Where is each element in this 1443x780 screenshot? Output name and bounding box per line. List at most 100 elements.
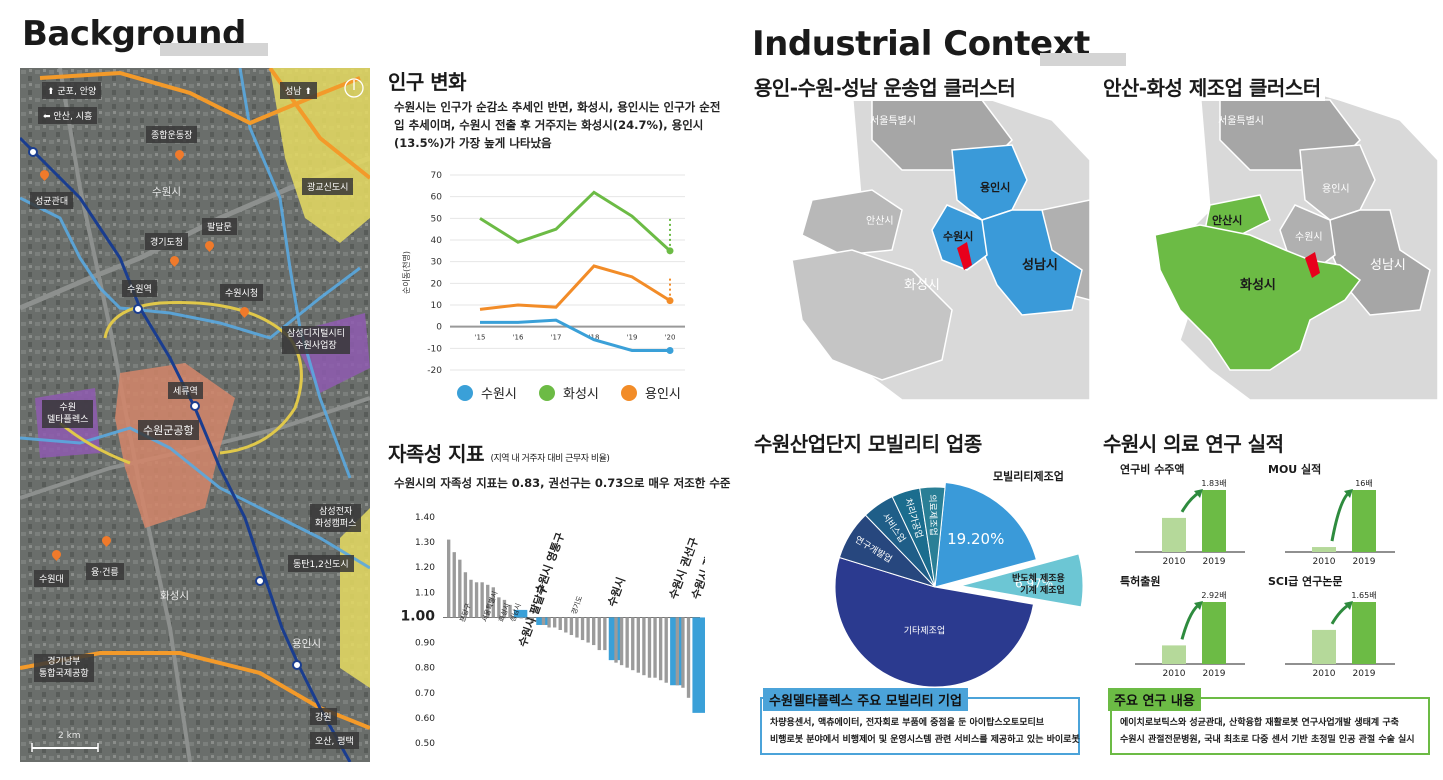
cluster-map-transport [752,70,1090,400]
bar [625,617,629,668]
med-bar-2019 [1352,602,1376,664]
y-tick-label: -10 [427,344,442,354]
legend-swatch [457,385,473,401]
cluster2-suwon: 수원시 [1295,232,1323,243]
bar [474,582,479,618]
pie-slice-label: 기타제조업 [904,626,945,637]
map-label-yonggeon: 융·건릉 [86,563,124,580]
pie-slice [960,553,1084,608]
map-label-skku: 성균관대 [30,192,74,209]
bar [614,617,618,663]
bar [452,552,456,618]
bar [653,617,657,678]
bar [636,617,640,673]
bar [530,617,535,623]
map-label-dongtan: 동탄1,2신도시 [288,555,354,572]
bar-label: 수원시 영통구 [532,530,567,595]
med-bar-2019 [1202,490,1226,552]
legend-swatch [621,385,637,401]
map-label-osan: 오산, 평택 [310,732,359,749]
growth-arrowhead-icon [1194,489,1203,498]
y-tick-label: 0.80 [415,664,435,674]
cluster1-ansan: 안산시 [866,216,894,227]
med-annotation: 1.65배 [1351,591,1376,600]
bar [597,617,601,651]
x-tick-label: '19 [627,334,638,342]
background-title-bar [160,43,268,56]
map-label-seongnam: 성남 ⬆ [280,82,317,99]
bar [580,617,585,641]
y-tick-label: 1.30 [415,538,435,548]
label-patent: 특허출원 [1120,575,1161,588]
bar [491,587,495,618]
cluster2-hwaseong: 화성시 [1240,278,1276,293]
bar [569,617,574,636]
population-line-chart: -20 -10 0 10 20 30 40 50 60 70 '15 '16 '17 '18 '19 '20 순… [401,171,685,402]
x-tick-label: '15 [475,334,486,342]
map-text-suwon: 수원시 [152,186,181,198]
growth-arrow-icon [1180,490,1201,513]
map-scale-label: 2 km [58,731,81,741]
bar [631,617,635,671]
x-tick-label: '20 [665,334,676,342]
series-end-point [666,247,674,255]
growth-arrow-icon [1330,602,1351,625]
selfsuff-subtitle: (지역 내 거주자 대비 근무자 비율) [490,454,610,464]
map-text-hwaseong: 화성시 [160,590,189,602]
bar [502,599,507,618]
map-text-yongin: 용인시 [292,638,321,650]
map-label-ansan: ⬅ 안산, 시흥 [38,107,98,124]
industrial-title-bar [1040,53,1126,66]
cluster1-seongnam: 성남시 [1022,258,1058,273]
delta-line-1: 차량용센서, 액츄에이터, 전자회로 부품에 중점을 둔 아이탑스오토모티브 [770,718,1045,728]
medical-title: 수원시 의료 연구 실적 [1103,432,1284,456]
pie-label-semiconductor: 반도체 제조용 기계 제조업 [1012,574,1065,596]
map-label-suwon-univ: 수원대 [34,570,69,587]
bar-label: 수원시 [604,575,628,608]
industrial-title: Industrial Context [752,24,1090,64]
research-box-title: 주요 연구 내용 [1108,688,1201,711]
pie-value-label: 19.20% [947,530,1004,548]
legend-swatch [539,385,555,401]
y-tick-label: 40 [431,236,443,246]
y-tick-label: 30 [431,258,443,268]
y-tick-label: 20 [431,279,443,289]
cluster1-hwaseong: 화성시 [904,278,940,293]
map-label-stadium: 종합운동장 [146,126,198,143]
legend-label: 수원시 [481,387,517,402]
y-tick-label: 50 [431,214,443,224]
research-line-1: 에이치로보틱스와 성균관대, 산학융합 재활로봇 연구사업개발 생태계 구축 [1120,718,1399,728]
y-tick-label: 1.40 [415,513,435,523]
legend-label: 용인시 [645,387,681,402]
y-tick-label: 0.60 [415,714,435,724]
research-box: 에이치로보틱스와 성균관대, 산학융합 재활로봇 연구사업개발 생태계 구축 수… [1110,697,1430,755]
pie-slice-label: 의료제조업 [927,494,939,536]
series-end-point [666,297,674,305]
delta-box-title: 수원델타플렉스 주요 모빌리티 기업 [763,688,968,711]
y-tick-label: 1.00 [400,608,435,624]
med-bar-2010 [1162,517,1186,552]
bar-label: 경기도 [569,594,584,616]
growth-arrowhead-icon [1344,489,1353,498]
med-x-label: 2019 [1353,557,1376,567]
cluster1-suwon: 수원시 [943,230,974,243]
map-label-seryu: 세류역 [168,382,203,399]
x-tick-label: '17 [551,334,562,342]
bar [552,617,557,628]
series-line-1 [479,190,672,252]
label-mou: MOU 실적 [1268,463,1322,476]
med-x-label: 2010 [1313,557,1336,567]
bar [592,617,596,646]
label-research-fund: 연구비 수주액 [1120,463,1185,476]
y-tick-label: 0.90 [415,639,435,649]
bar [541,617,546,625]
med-bar-2010 [1312,629,1336,664]
bar [447,539,451,618]
selfsuff-desc: 수원시의 자족성 지표는 0.83, 권선구는 0.73으로 매우 저조한 수준 [394,476,731,490]
map-label-suwon-station: 수원역 [122,280,157,297]
growth-arrow-icon [1180,602,1201,640]
bar [575,617,579,638]
map-label-gunpo: ⬆ 군포, 안양 [42,82,102,99]
x-tick-label: '18 [589,334,600,342]
